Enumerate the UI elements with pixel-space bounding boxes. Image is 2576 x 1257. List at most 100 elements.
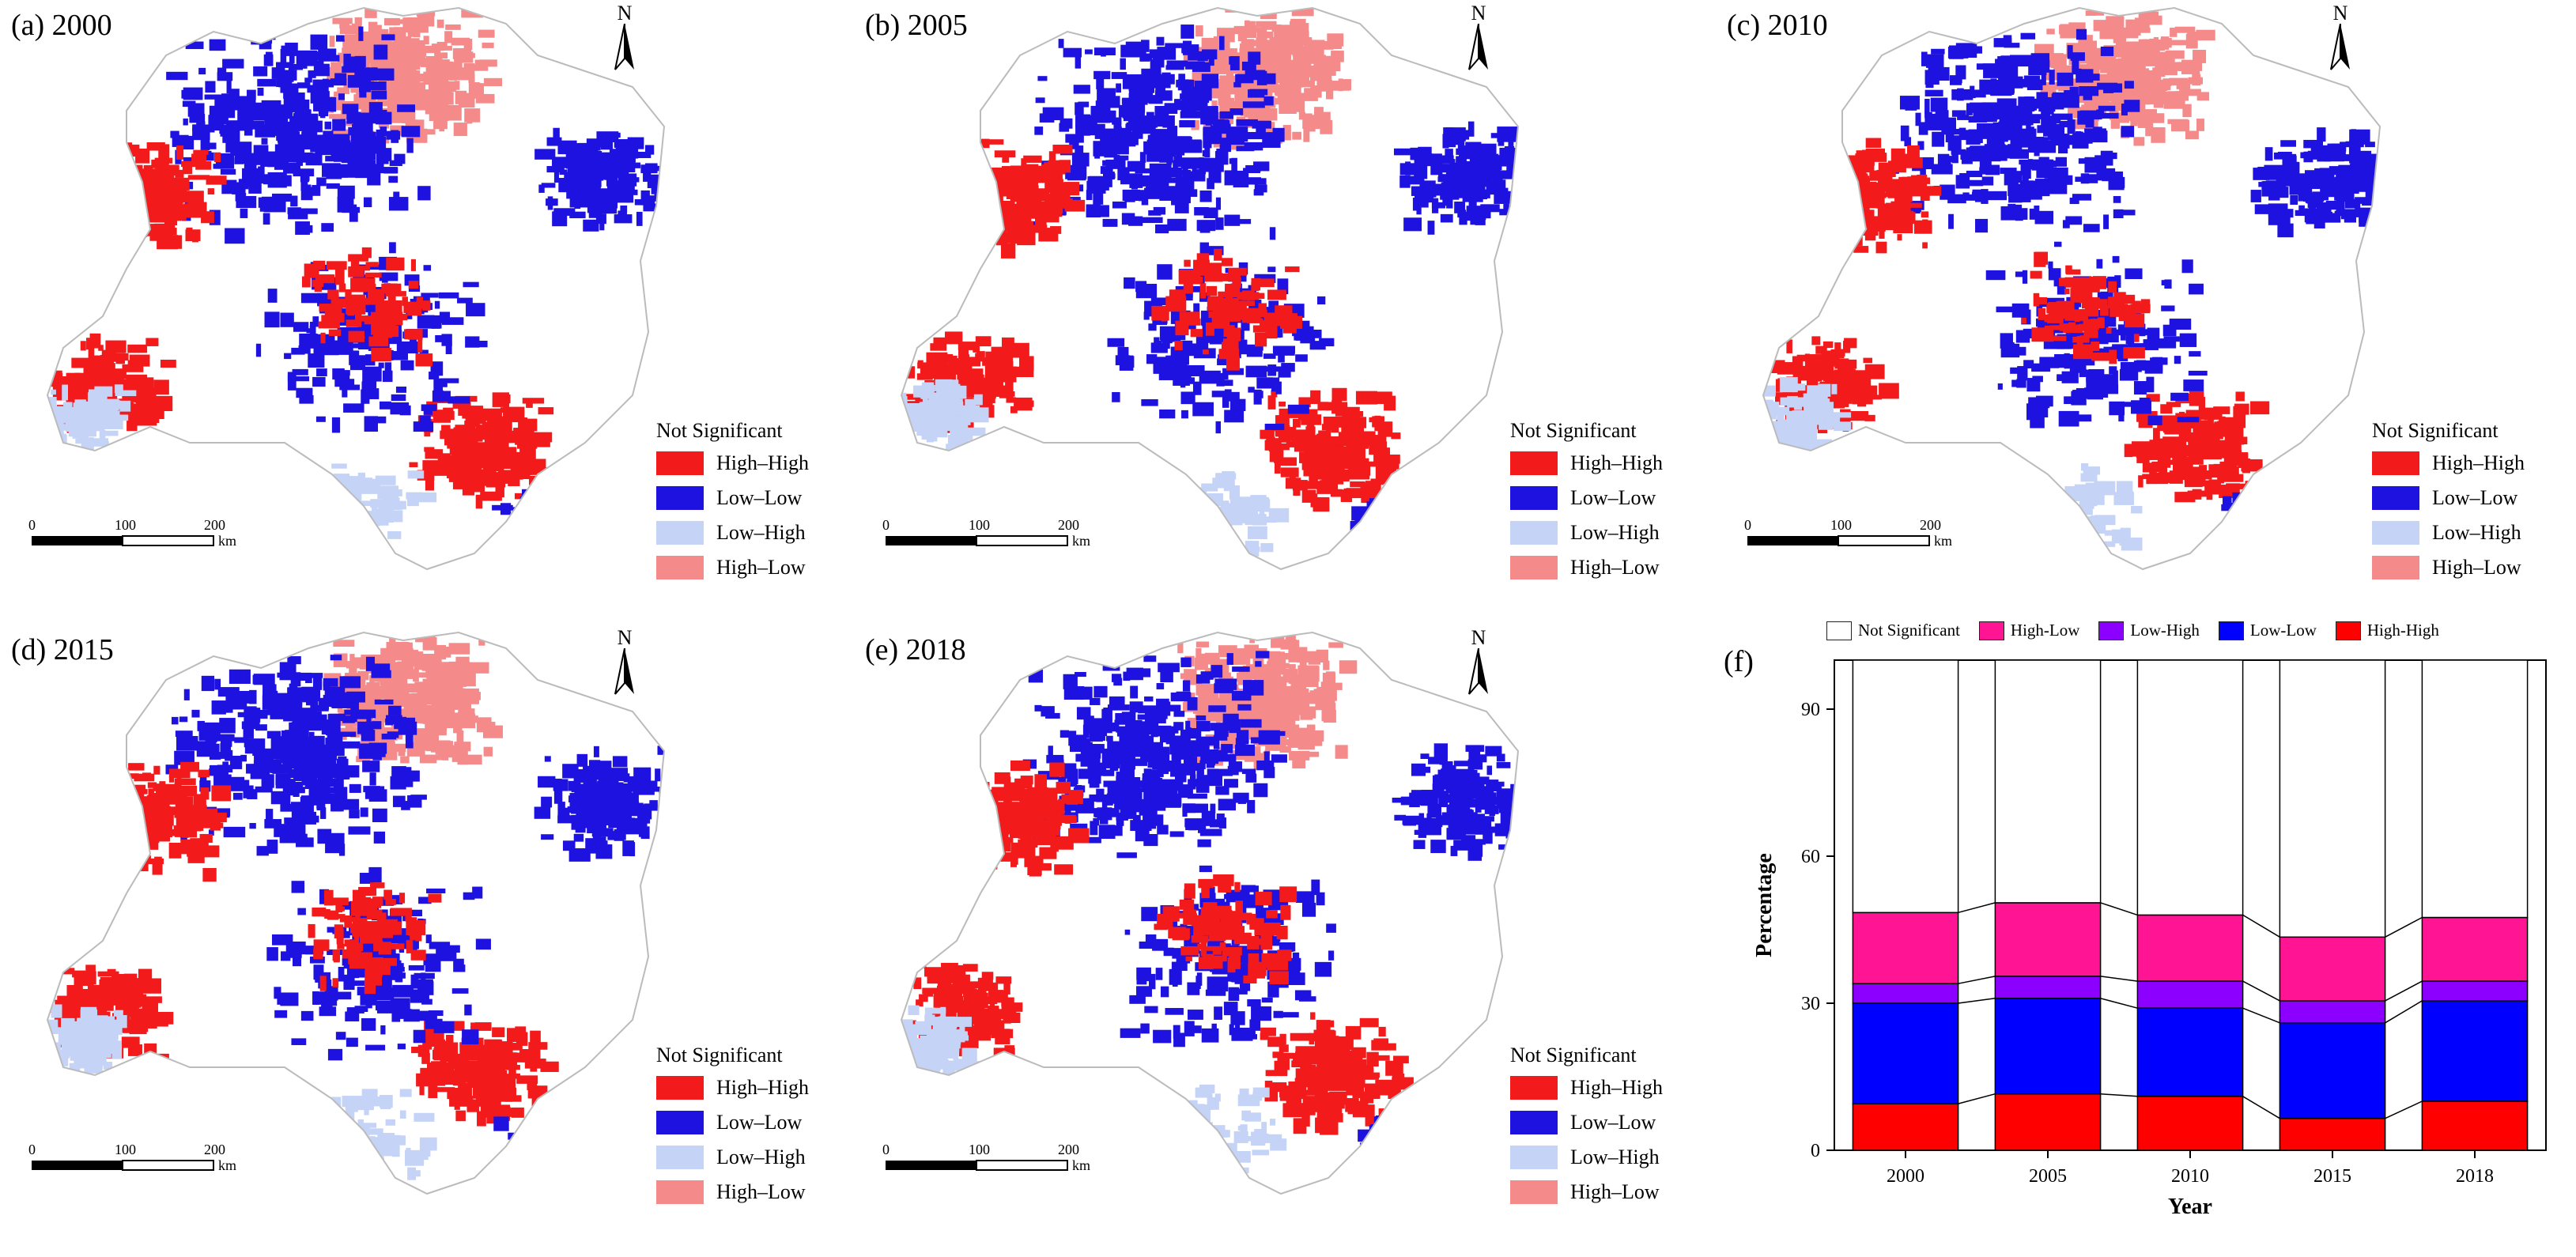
cluster-cell (118, 414, 129, 421)
cluster-cell (1115, 355, 1130, 365)
cluster-cell (968, 357, 981, 367)
cluster-cell (2222, 496, 2232, 508)
cluster-cell (1306, 409, 1318, 419)
cluster-cell (1002, 153, 1010, 163)
cluster-cell (1180, 25, 1195, 39)
cluster-cell (1192, 402, 1214, 417)
cluster-cell (328, 508, 341, 519)
cluster-cell (369, 289, 380, 305)
cluster-cell (452, 401, 460, 409)
cluster-cell (2138, 28, 2151, 33)
cluster-cell (2101, 112, 2119, 119)
cluster-cell (185, 229, 201, 242)
cluster-cell (1803, 393, 1819, 406)
cluster-cell (2181, 469, 2187, 479)
cluster-cell (292, 368, 308, 376)
cluster-cell (527, 539, 545, 548)
cluster-cell (1219, 111, 1233, 119)
cluster-cell (371, 501, 378, 513)
cluster-cell (2116, 481, 2133, 496)
cluster-cell (123, 210, 140, 219)
cluster-cell (1865, 160, 1875, 173)
cluster-cell (537, 527, 550, 539)
cluster-cell (1206, 285, 1218, 296)
cluster-cell (1192, 523, 1206, 531)
cluster-cell (2133, 81, 2143, 96)
cluster-cell (1391, 432, 1401, 440)
cluster-cell (415, 46, 427, 53)
cluster-cell (538, 407, 554, 415)
cluster-cell (565, 527, 572, 542)
cluster-cell (557, 140, 577, 155)
cluster-cell (1321, 447, 1339, 455)
cluster-cell (127, 217, 145, 233)
cluster-cell (2179, 89, 2201, 96)
cluster-cell (445, 342, 452, 355)
cluster-cell (2170, 27, 2178, 37)
cluster-cell (318, 57, 324, 69)
cluster-cell (1278, 353, 1285, 363)
cluster-cell (382, 370, 393, 383)
cluster-cell (2080, 473, 2098, 482)
cluster-cell (626, 189, 638, 195)
cluster-cell (2031, 114, 2050, 119)
cluster-cell (2083, 466, 2101, 475)
cluster-cell (377, 485, 398, 500)
cluster-cell (1327, 33, 1344, 47)
cluster-cell (2072, 55, 2079, 70)
cluster-cell (367, 170, 381, 186)
cluster-cell (395, 386, 407, 393)
cluster-cell (2249, 401, 2270, 415)
cluster-cell (527, 525, 535, 534)
cluster-cell (526, 402, 533, 408)
cluster-cell (2134, 17, 2150, 30)
cluster-cell (1831, 383, 1838, 394)
cluster-cell (1321, 474, 1342, 481)
cluster-cell (1915, 112, 1921, 126)
cluster-cell (1159, 409, 1176, 419)
cluster-cell (618, 210, 627, 220)
cluster-cell (588, 203, 602, 218)
lisa-cluster-map (46, 631, 666, 1195)
cluster-cell (119, 400, 131, 412)
cluster-cell (1830, 412, 1852, 418)
cluster-cell (2174, 356, 2181, 364)
scale-unit: km (218, 533, 236, 549)
cluster-cell (112, 159, 127, 168)
cluster-cell (2093, 102, 2108, 108)
cluster-cell (1320, 480, 1338, 486)
cluster-cell (118, 187, 137, 194)
cluster-cell (1513, 167, 1518, 180)
cluster-cell (366, 81, 387, 91)
cluster-cell (2026, 403, 2049, 417)
cluster-cell (1272, 55, 1291, 61)
cluster-cell (95, 363, 103, 374)
cluster-cell (1316, 296, 1326, 305)
cluster-cell (196, 113, 206, 126)
cluster-cell (2080, 173, 2090, 184)
cluster-cell (519, 448, 536, 462)
cluster-cell (106, 153, 127, 160)
cluster-cell (315, 416, 326, 422)
cluster-cell (1968, 46, 1983, 54)
cluster-cell (1824, 159, 1841, 173)
cluster-cell (956, 421, 967, 428)
cluster-cell (1232, 277, 1241, 289)
cluster-cell (1846, 391, 1868, 400)
cluster-cell (1282, 325, 1297, 334)
cluster-cell (1399, 503, 1407, 512)
cluster-cell (378, 362, 384, 368)
cluster-cell (1975, 218, 1989, 233)
cluster-cell (51, 389, 56, 395)
cluster-cell (1377, 509, 1387, 519)
cluster-cell (85, 368, 100, 374)
cluster-cell (2062, 327, 2083, 334)
cluster-cell (2176, 79, 2191, 89)
cluster-cell (1275, 457, 1297, 466)
cluster-cell (1290, 21, 1297, 29)
cluster-cell (1422, 514, 1436, 524)
cluster-cell (976, 351, 985, 358)
cluster-cell (1855, 153, 1868, 160)
legend-item: Low–Low (1510, 481, 1680, 515)
cluster-cell (425, 315, 442, 329)
